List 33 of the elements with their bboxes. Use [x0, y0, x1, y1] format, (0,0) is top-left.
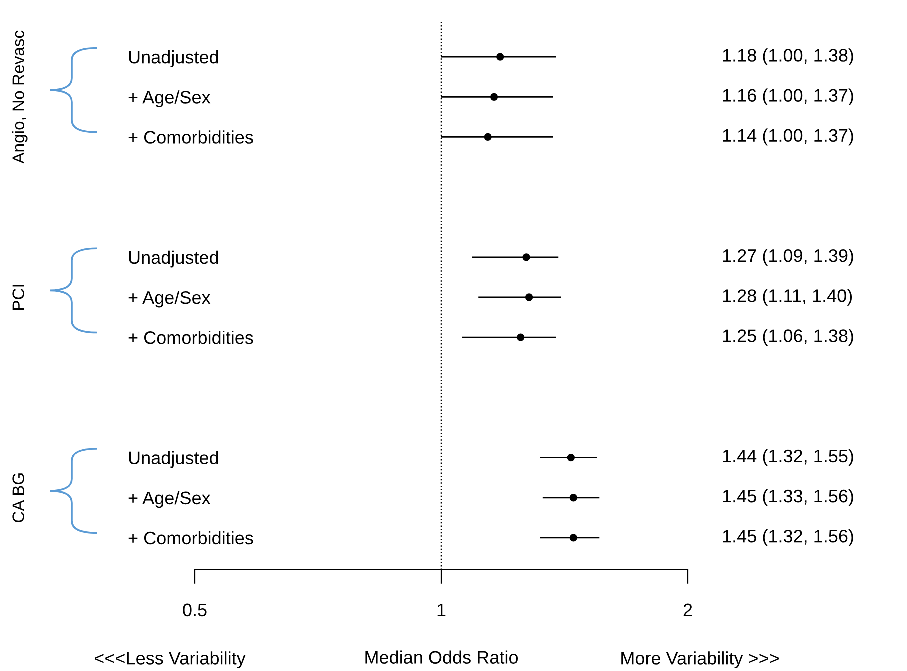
data-label: 1.14 (1.00, 1.37)	[723, 128, 854, 146]
point	[490, 93, 498, 101]
y-tick-label: Unadjusted	[129, 451, 218, 468]
point	[484, 133, 492, 142]
text: Angio, No Revasc	[12, 30, 28, 164]
point	[567, 454, 575, 462]
text: CA BG	[12, 474, 24, 522]
data-label: 1.45 (1.33, 1.56)	[723, 489, 854, 506]
data-label: 1.25 (1.06, 1.38)	[723, 329, 854, 346]
y-tick-label: + Comorbidities	[128, 130, 254, 144]
data-label: 1.45 (1.32, 1.56)	[723, 530, 854, 546]
text: <<<Less Variability	[95, 652, 246, 668]
point	[570, 534, 578, 542]
data-label: 1.27 (1.09, 1.39)	[723, 249, 854, 266]
data-label: 1.28 (1.11, 1.40)	[723, 289, 852, 306]
y-tick-label: + Age/Sex	[128, 491, 211, 508]
x-tick-label: 2	[684, 604, 692, 616]
y-tick-label: Unadjusted	[129, 250, 218, 268]
text: More Variability >>>	[622, 652, 779, 668]
x-axis-title: Median Odds Ratio	[366, 650, 518, 664]
point	[570, 494, 578, 502]
data-label: 1.18 (1.00, 1.38)	[723, 48, 854, 66]
x-tick-label: 0.5	[183, 604, 207, 617]
y-tick-label: + Age/Sex	[128, 90, 211, 108]
text: PCI	[12, 285, 24, 310]
data-label: 1.44 (1.32, 1.55)	[723, 449, 854, 466]
x-tick-label: 1	[438, 604, 446, 616]
y-tick-label: Unadjusted	[129, 50, 218, 68]
point	[496, 53, 504, 61]
y-tick-label: + Age/Sex	[128, 290, 211, 308]
y-tick-label: + Comorbidities	[128, 531, 254, 545]
y-tick-label: + Comorbidities	[128, 331, 254, 344]
data-label: 1.16 (1.00, 1.37)	[723, 88, 854, 106]
